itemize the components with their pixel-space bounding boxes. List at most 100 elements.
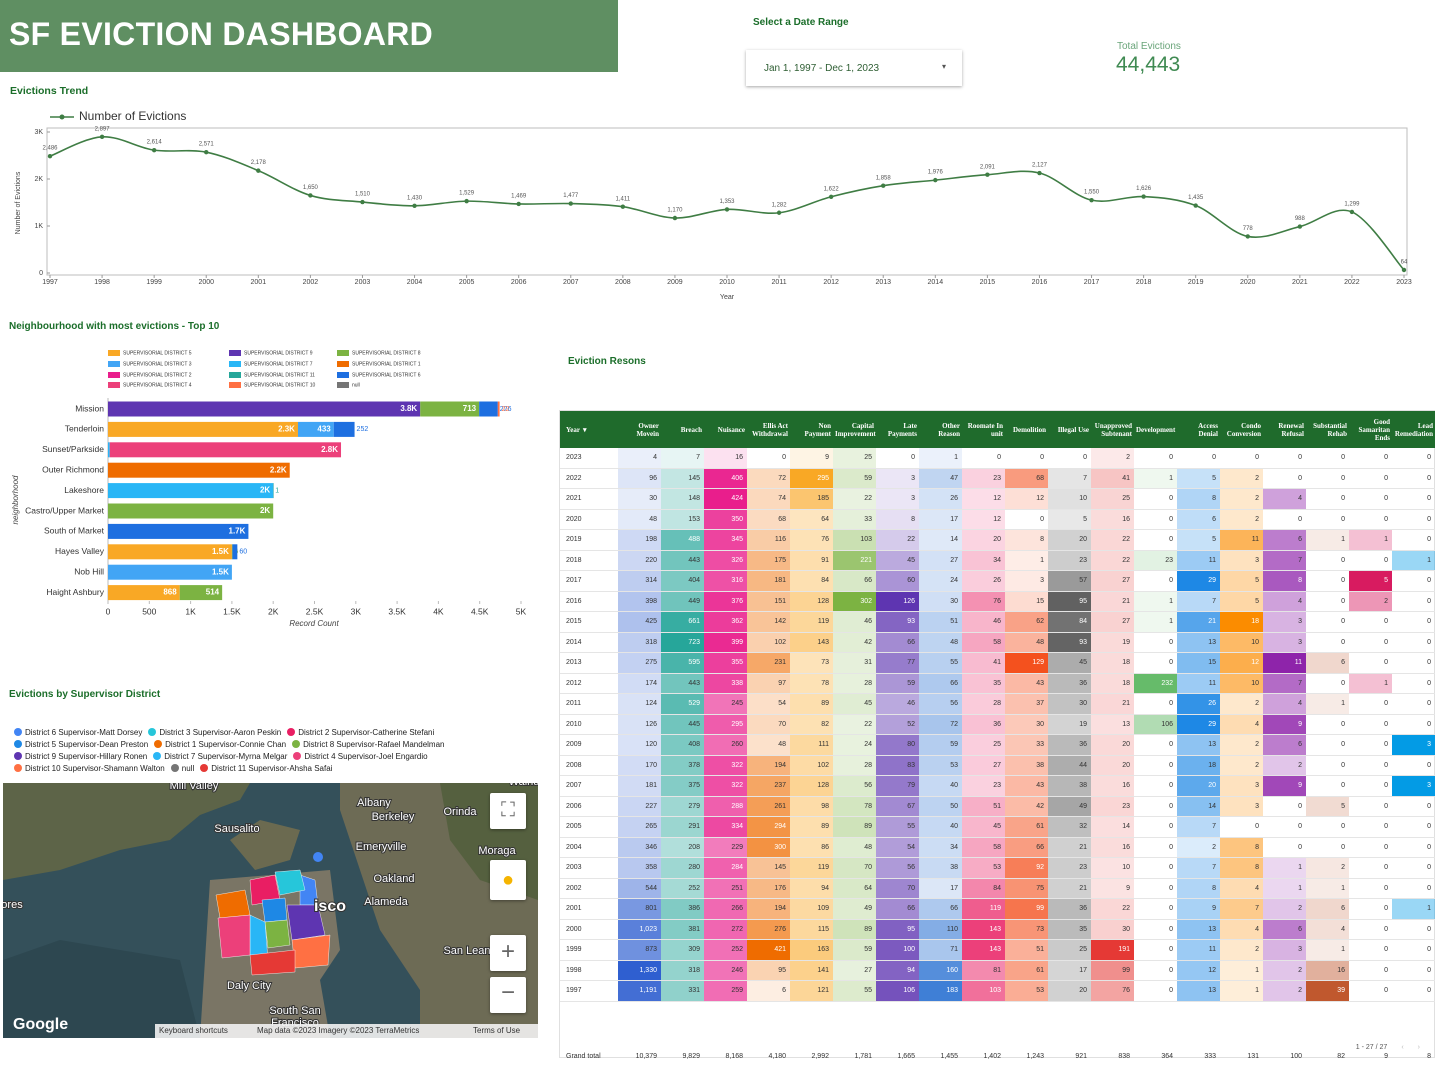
x-tick-label: 2K	[268, 606, 279, 616]
table-row: 2018 220 443 326 175 91 221 45 27 34 1 23 22 23 11 3 7 0 0…	[560, 550, 1435, 571]
table-cell: 326	[704, 550, 747, 571]
shortcuts-link[interactable]: Keyboard shortcuts	[159, 1026, 228, 1035]
table-cell: 99	[1091, 960, 1134, 981]
table-cell: 0	[1263, 448, 1306, 469]
header-label: Lead Remediation	[1394, 421, 1433, 438]
category-label: Lakeshore	[64, 485, 104, 495]
table-cell: 2007	[560, 775, 618, 797]
table-cell: 23	[1048, 550, 1091, 571]
legend-label: SUPERVISORIAL DISTRICT 10	[244, 382, 316, 388]
table-cell: 220	[618, 550, 661, 571]
category-label: Outer Richmond	[42, 464, 104, 474]
table-cell: 64	[833, 878, 876, 899]
table-cell: 4	[1263, 591, 1306, 612]
legend-label: District 5 Supervisor-Dean Preston	[25, 740, 149, 749]
header-label: Illegal Use	[1057, 425, 1089, 434]
table-cell: 34	[962, 550, 1005, 571]
column-header: Substantial Rehab	[1306, 411, 1349, 448]
table-cell: 2008	[560, 755, 618, 776]
table-cell: 0	[1134, 570, 1177, 592]
table-cell: 2010	[560, 714, 618, 735]
table-row: 2017 314 404 316 181 84 66 60 24 26 3 57 27 0 29 5 8 0 5 0	[560, 570, 1435, 592]
y-tick-label: 0	[39, 270, 43, 277]
header-label: Substantial Rehab	[1313, 421, 1347, 438]
bar-segment	[109, 442, 342, 458]
table-cell: 26	[919, 488, 962, 510]
table-cell: 280	[661, 857, 704, 879]
table-cell: 151	[747, 591, 790, 612]
street-view-button[interactable]: ●	[490, 860, 526, 900]
table-cell: 77	[876, 652, 919, 674]
legend-label: SUPERVISORIAL DISTRICT 5	[123, 350, 192, 356]
table-cell: 3	[1263, 611, 1306, 633]
table-cell: 12	[1177, 960, 1220, 981]
next-page[interactable]: ›	[1417, 1044, 1420, 1051]
x-tick-label: 5K	[516, 606, 527, 616]
table-cell: 142	[747, 611, 790, 633]
table-cell: 6	[1306, 898, 1349, 920]
table-cell: 41	[1091, 468, 1134, 489]
table-cell: 44	[1048, 755, 1091, 776]
bar-segment	[479, 401, 498, 417]
date-range-dropdown[interactable]: Jan 1, 1997 - Dec 1, 2023 ▾	[746, 50, 962, 86]
table-cell: 36	[962, 714, 1005, 735]
table-cell: 0	[1134, 939, 1177, 961]
table-cell: 2	[1220, 939, 1263, 961]
table-cell: 24	[919, 570, 962, 592]
legend-dot	[14, 764, 22, 772]
table-cell: 13	[1177, 734, 1220, 756]
terms-link[interactable]: Terms of Use	[473, 1026, 521, 1035]
table-cell: 27	[919, 550, 962, 571]
table-cell: 0	[1349, 652, 1392, 674]
table-cell: 0	[1349, 509, 1392, 530]
table-cell: 2016	[560, 591, 618, 612]
value-label: 1.5K	[212, 547, 229, 556]
table-cell: 2012	[560, 673, 618, 694]
value-label: 778	[1243, 226, 1254, 232]
table-cell: 0	[1349, 919, 1392, 940]
table-cell: 316	[704, 570, 747, 592]
table-cell: 0	[1306, 550, 1349, 571]
table-cell: 0	[1349, 837, 1392, 858]
legend-label: SUPERVISORIAL DISTRICT 11	[244, 372, 315, 378]
map-logo: Google	[13, 1016, 68, 1033]
table-cell: 0	[1306, 509, 1349, 530]
table-cell: 28	[962, 693, 1005, 715]
table-cell: 0	[1263, 837, 1306, 858]
table-cell: 3	[1220, 550, 1263, 571]
x-tick-label: 2007	[563, 279, 579, 286]
dropdown-arrow: ▾	[941, 62, 946, 71]
point	[1037, 170, 1042, 176]
table-cell: 17	[919, 878, 962, 899]
table-cell: 12	[1220, 652, 1263, 674]
table-cell: 229	[704, 837, 747, 858]
table-cell: 375	[661, 775, 704, 797]
table-cell: 9	[1091, 878, 1134, 899]
prev-page[interactable]: ‹	[1401, 1044, 1404, 1051]
table-cell: 74	[747, 488, 790, 510]
value-label: 2,127	[1032, 163, 1048, 169]
zoom-out-button[interactable]: −	[490, 977, 526, 1013]
total-cell: 921	[1075, 1053, 1087, 1060]
table-cell: 2011	[560, 693, 618, 715]
table-cell: 2021	[560, 488, 618, 510]
table-cell: 70	[747, 714, 790, 735]
column-header[interactable]: Year ▾	[560, 411, 618, 448]
table-cell: 406	[704, 468, 747, 489]
table-row: 2015 425 661 362 142 119 46 93 51 46 62 84 27 1 21 18 3 0…	[560, 611, 1435, 633]
table-cell: 0	[1306, 488, 1349, 510]
zoom-in-button[interactable]: +	[490, 935, 526, 971]
table-cell: 3	[1392, 775, 1435, 797]
table-cell: 1	[1005, 550, 1048, 571]
table-cell: 0	[1134, 529, 1177, 551]
legend-row: District 6 Supervisor-Matt Dorsey Distric…	[14, 727, 450, 739]
table-cell: 0	[1005, 509, 1048, 530]
legend-swatch	[229, 361, 241, 367]
map[interactable]: Mill Valley Sausalito Albany Berkeley Orinda…	[3, 783, 538, 1038]
legend-dot	[14, 752, 22, 760]
column-header: Unapproved Subtenant	[1091, 411, 1134, 448]
table-cell: 6	[747, 980, 790, 1002]
table-cell: 45	[962, 816, 1005, 838]
fullscreen-button[interactable]: ⛶	[490, 793, 526, 829]
legend-row: District 9 Supervisor-Hillary Ronen Distr…	[14, 751, 450, 763]
